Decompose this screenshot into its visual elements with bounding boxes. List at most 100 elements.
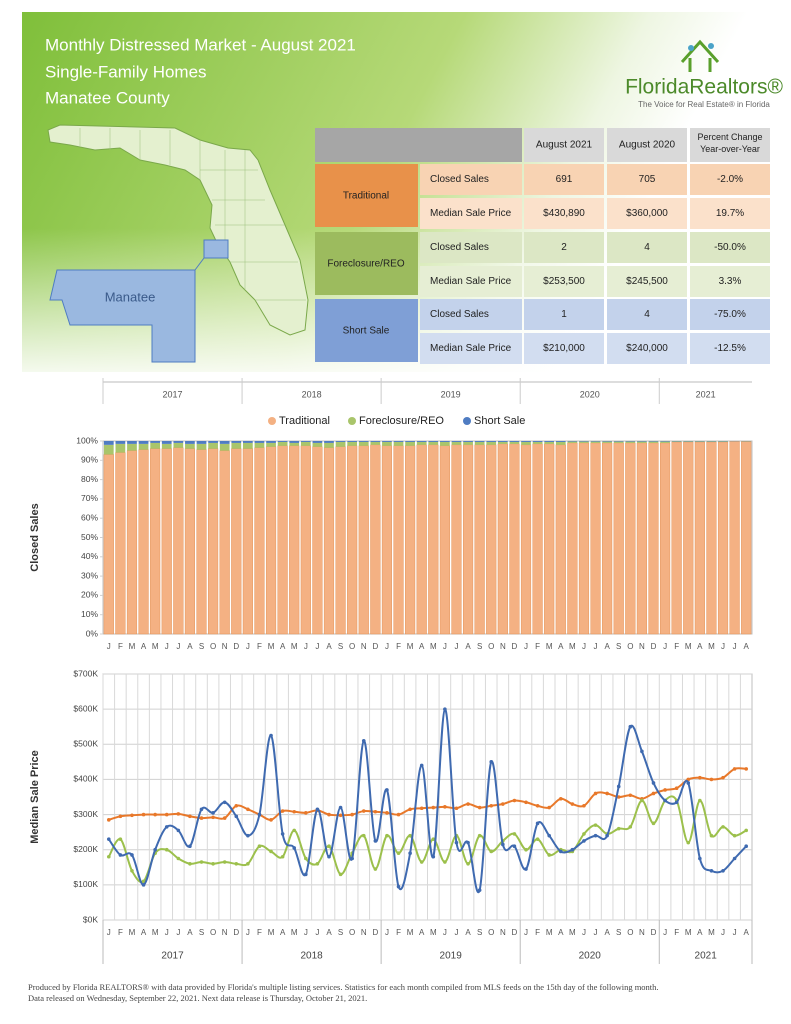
bar-segment	[590, 441, 601, 443]
bar-segment	[219, 443, 230, 451]
x-tick-label: O	[349, 928, 355, 937]
footer-line: Produced by Florida REALTORS® with data …	[28, 982, 659, 992]
bar-segment	[335, 446, 346, 635]
bar-segment	[428, 441, 439, 442]
x-tick-label: N	[222, 928, 228, 937]
point	[454, 840, 459, 845]
bar-segment	[416, 444, 427, 635]
point	[338, 872, 343, 877]
bar-segment	[335, 441, 346, 447]
bar-segment	[173, 442, 184, 448]
bar-segment	[637, 441, 647, 443]
bar-segment	[648, 441, 659, 443]
x-tick-label: M	[430, 928, 437, 937]
x-tick-label: A	[141, 642, 147, 651]
bar-segment	[671, 441, 682, 635]
point	[477, 805, 482, 810]
bar-segment	[289, 441, 300, 443]
bar-segment	[254, 441, 265, 443]
x-tick-label: S	[477, 928, 482, 937]
logo-icon	[680, 39, 720, 72]
point	[350, 856, 354, 861]
row-label: Closed Sales	[430, 309, 489, 320]
point	[616, 795, 621, 799]
x-tick-label: S	[477, 642, 482, 651]
bar-segment	[683, 441, 694, 442]
bar-segment	[578, 442, 590, 635]
point	[199, 816, 204, 820]
cell-value: $253,500	[543, 276, 585, 287]
bar-segment	[161, 441, 172, 444]
footer-line: Data released on Wednesday, September 22…	[28, 993, 367, 1003]
bar-segment	[555, 441, 566, 442]
point	[501, 802, 505, 806]
x-tick-label: M	[152, 928, 159, 937]
point	[570, 847, 575, 852]
cell-value: 4	[644, 242, 650, 253]
x-tick-label: M	[152, 642, 159, 651]
point	[593, 833, 598, 838]
timeline-year: 2021	[696, 389, 716, 399]
point	[118, 853, 123, 857]
value-cell	[690, 299, 770, 330]
bar-segment	[127, 443, 137, 451]
cell-value: 3.3%	[719, 276, 742, 287]
bar-segment	[497, 441, 508, 442]
x-tick-label: M	[546, 642, 553, 651]
row-label-cell	[420, 266, 522, 297]
value-cell	[524, 266, 604, 297]
x-tick-label: F	[118, 642, 123, 651]
point	[640, 798, 644, 803]
y-axis-title: Median Sale Price	[29, 750, 41, 844]
bar-segment	[613, 442, 624, 635]
value-cell	[607, 333, 687, 364]
point	[524, 867, 528, 871]
x-tick-label: M	[407, 928, 414, 937]
point	[512, 798, 517, 803]
x-tick-label: J	[246, 928, 250, 937]
bar-segment	[440, 441, 450, 442]
legend-marker	[268, 417, 276, 425]
bar-segment	[393, 445, 404, 635]
x-tick-label: A	[187, 928, 193, 937]
point	[408, 807, 412, 812]
row-label-cell	[420, 198, 522, 229]
logo-tagline: The Voice for Real Estate® in Florida	[638, 100, 770, 109]
x-tick-label: O	[349, 642, 355, 651]
bar-segment	[358, 441, 369, 446]
row-label: Closed Sales	[430, 242, 489, 253]
year-label: 2019	[440, 951, 463, 962]
bar-segment	[602, 441, 613, 443]
point	[269, 733, 273, 738]
bar-segment	[555, 444, 566, 635]
point	[141, 883, 146, 887]
x-tick-label: F	[535, 928, 540, 937]
bar-segment	[718, 441, 728, 442]
bar-segment	[660, 441, 670, 442]
bar-segment	[428, 444, 439, 635]
point	[616, 784, 621, 789]
x-tick-label: S	[616, 928, 621, 937]
x-tick-label: J	[524, 928, 528, 937]
x-tick-label: F	[674, 928, 679, 937]
x-tick-label: J	[176, 928, 180, 937]
bar-segment	[242, 441, 253, 443]
point	[489, 803, 494, 808]
value-cell	[607, 164, 687, 195]
point	[686, 840, 691, 845]
bar-segment	[138, 443, 149, 450]
x-tick-label: O	[488, 928, 494, 937]
bar-segment	[382, 441, 392, 446]
bar-segment	[231, 442, 242, 449]
timeline-year: 2018	[302, 389, 322, 399]
bar-segment	[439, 445, 450, 635]
y-tick-label: $100K	[73, 879, 98, 889]
bar-segment	[277, 445, 288, 635]
bar-segment	[115, 443, 126, 453]
year-label: 2018	[300, 951, 323, 962]
bar-segment	[637, 441, 647, 442]
header-cell	[524, 128, 604, 162]
point	[616, 826, 621, 831]
bar-segment	[486, 441, 497, 442]
